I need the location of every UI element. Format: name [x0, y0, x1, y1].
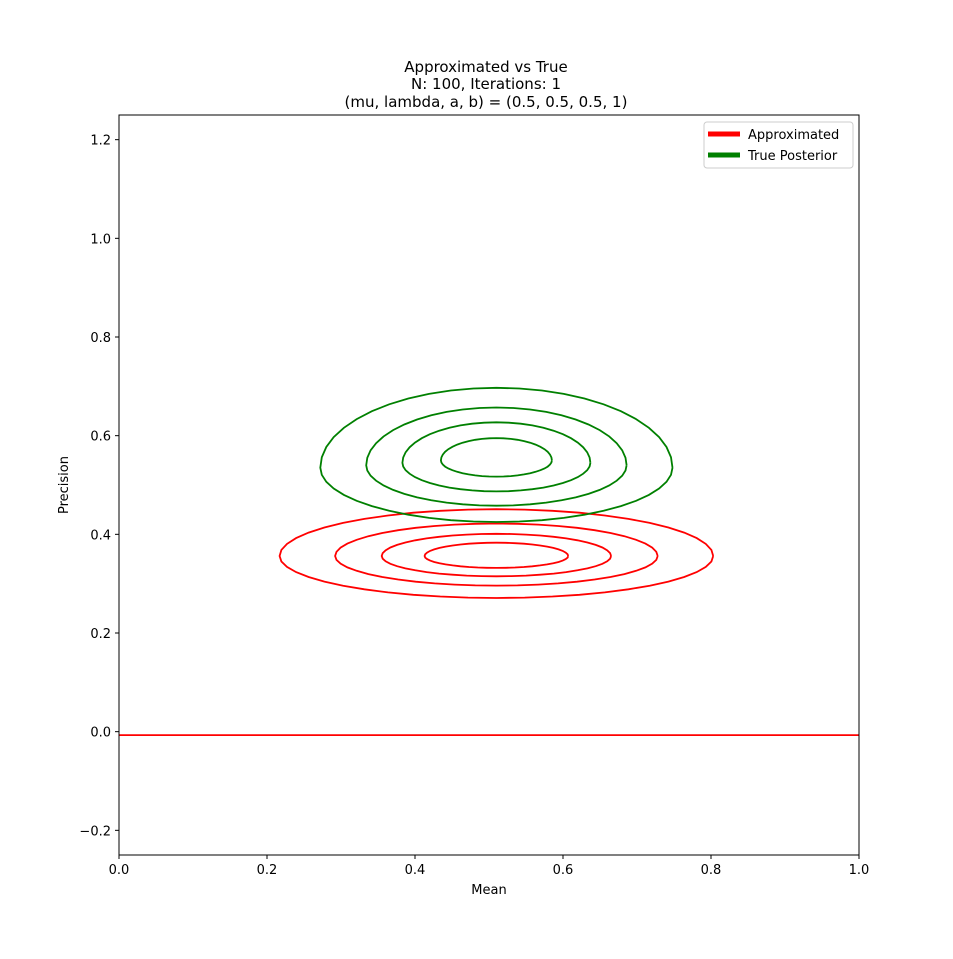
- x-tick-label: 1.0: [849, 863, 870, 878]
- x-tick-label: 0.6: [553, 863, 574, 878]
- y-tick-label: 0.2: [90, 627, 111, 642]
- y-tick-label: 1.2: [90, 134, 111, 149]
- y-axis-label: Precision: [57, 456, 72, 514]
- y-tick-label: −0.2: [79, 824, 111, 839]
- y-tick-label: 0.6: [90, 430, 111, 445]
- y-tick-label: 0.8: [90, 331, 111, 346]
- chart-title-line-3: (mu, lambda, a, b) = (0.5, 0.5, 0.5, 1): [345, 93, 628, 111]
- legend: Approximated True Posterior: [703, 121, 854, 169]
- chart-title-line-2: N: 100, Iterations: 1: [411, 75, 561, 93]
- contour-approximated: [423, 541, 570, 569]
- contour-approximated: [334, 522, 659, 587]
- legend-box: [703, 121, 854, 169]
- chart-title-line-1: Approximated vs True: [404, 58, 567, 76]
- contour-approximated: [278, 508, 715, 599]
- contour-true-posterior: [401, 421, 592, 493]
- legend-label-approximated: Approximated: [748, 128, 839, 143]
- contour-approximated: [380, 532, 612, 578]
- y-tick-label: 0.4: [90, 528, 111, 543]
- plot-area-frame: [118, 114, 860, 856]
- y-tick-label: 1.0: [90, 232, 111, 247]
- x-tick-label: 0.4: [405, 863, 426, 878]
- x-axis-label: Mean: [471, 883, 506, 898]
- contour-true-posterior: [439, 437, 553, 478]
- x-tick-label: 0.2: [257, 863, 278, 878]
- x-tick-label: 0.8: [701, 863, 722, 878]
- legend-label-true-posterior: True Posterior: [747, 149, 838, 164]
- contour-true-posterior: [365, 406, 628, 507]
- y-tick-label: 0.0: [90, 726, 111, 741]
- x-tick-label: 0.0: [109, 863, 130, 878]
- contour-true-posterior: [319, 386, 674, 523]
